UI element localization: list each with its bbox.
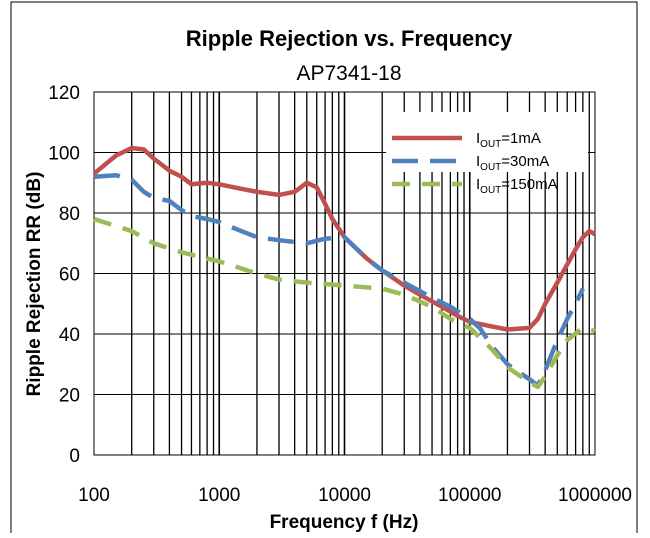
y-axis-label: Ripple Rejection RR (dB) [24, 172, 45, 397]
x-tick-label: 10000 [318, 485, 371, 506]
legend-label-3: IOUT=150mA [476, 176, 558, 196]
x-axis-label: Frequency f (Hz) [270, 512, 419, 533]
chart-title: Ripple Rejection vs. Frequency [186, 26, 513, 51]
y-tick-label: 120 [48, 83, 80, 104]
x-tick-label: 1000000 [558, 485, 632, 506]
legend-label-1: IOUT=1mA [476, 130, 541, 150]
y-tick-label: 0 [69, 446, 80, 467]
y-tick-label: 80 [59, 204, 80, 225]
x-tick-label: 100000 [438, 485, 501, 506]
legend-label-2: IOUT=30mA [476, 153, 549, 173]
x-tick-label: 100 [78, 485, 110, 506]
series-lines [92, 145, 597, 390]
legend: IOUT=1mA IOUT=30mA IOUT=150mA [386, 112, 588, 196]
chart-subtitle: AP7341-18 [296, 62, 401, 85]
x-tick-label: 1000 [198, 485, 240, 506]
legend-box [386, 112, 588, 172]
grid-lines [94, 92, 595, 455]
y-tick-label: 20 [59, 386, 80, 407]
y-tick-label: 100 [48, 144, 80, 165]
y-tick-label: 60 [59, 265, 80, 286]
x-tick-labels: 100 1000 10000 100000 1000000 [78, 485, 632, 506]
y-tick-labels: 0 20 40 60 80 100 120 [48, 83, 80, 467]
y-tick-label: 40 [59, 325, 80, 346]
